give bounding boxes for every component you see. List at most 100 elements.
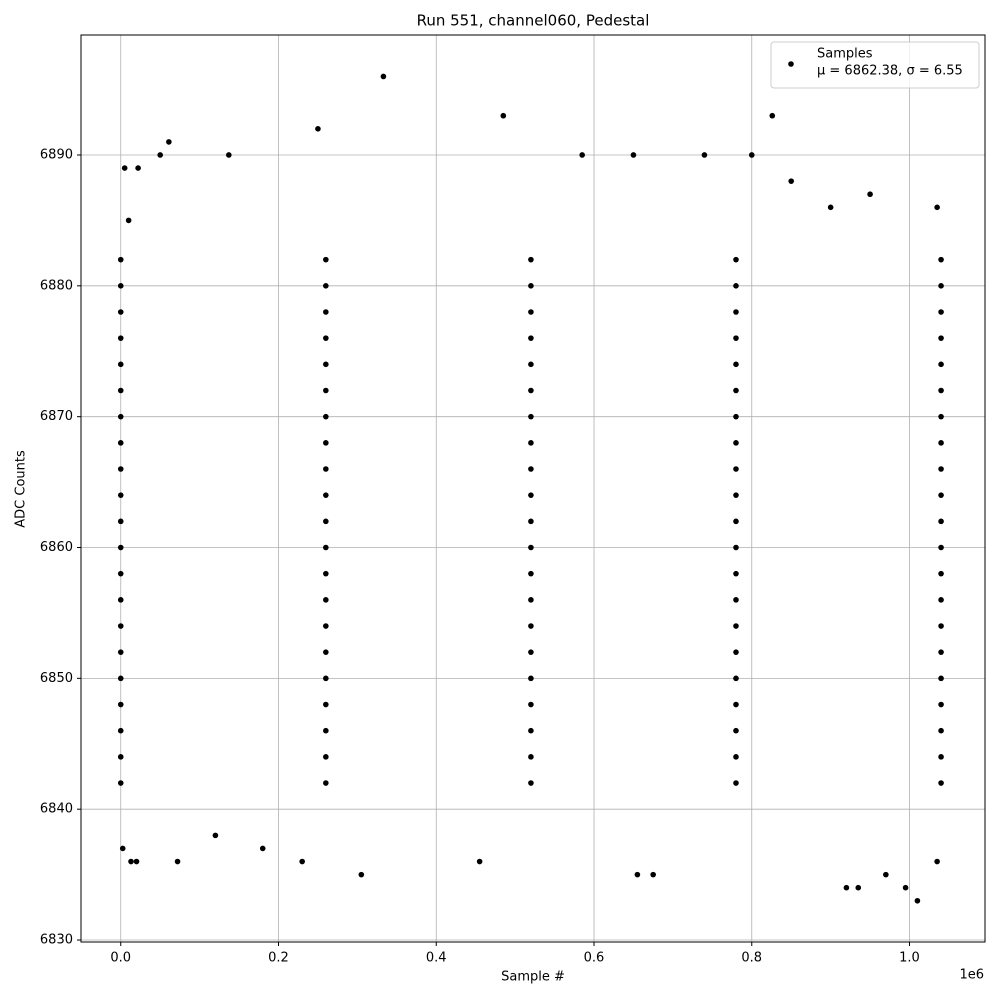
point: [938, 780, 944, 786]
point: [579, 152, 585, 158]
point: [528, 387, 534, 394]
point: [323, 623, 329, 629]
point: [476, 858, 483, 865]
point: [914, 897, 921, 904]
point: [323, 727, 329, 734]
y-tick-label: 6860: [40, 540, 73, 555]
point: [212, 832, 219, 839]
x-tick-label: 0.4: [426, 951, 447, 966]
point: [117, 466, 124, 472]
point: [323, 309, 329, 315]
point: [117, 780, 124, 786]
legend-marker: [788, 61, 794, 67]
point: [938, 570, 944, 577]
point: [769, 112, 776, 119]
point: [528, 597, 534, 603]
point: [938, 727, 944, 734]
point: [323, 675, 329, 682]
point: [938, 649, 944, 655]
point: [117, 649, 124, 655]
point: [528, 623, 534, 629]
point: [634, 871, 641, 878]
point: [934, 858, 940, 865]
point: [528, 256, 534, 263]
point: [733, 754, 739, 760]
point: [358, 871, 365, 878]
point: [528, 570, 534, 577]
point: [733, 492, 739, 498]
point: [855, 884, 862, 891]
point: [117, 701, 124, 708]
point: [938, 256, 944, 263]
point: [938, 387, 944, 394]
y-tick-label: 6840: [40, 802, 73, 817]
point: [938, 440, 944, 446]
x-offset-label: 1e6: [959, 968, 984, 983]
point: [701, 152, 708, 158]
point: [938, 623, 944, 629]
point: [121, 165, 128, 171]
point: [733, 309, 739, 315]
point: [733, 518, 739, 525]
point: [380, 73, 387, 80]
x-axis-label: Sample #: [501, 970, 565, 985]
point: [128, 858, 134, 865]
point: [528, 309, 534, 315]
point: [323, 466, 329, 472]
legend-label: Samples: [817, 47, 873, 62]
point: [938, 283, 944, 289]
point: [938, 597, 944, 603]
point: [323, 570, 329, 577]
y-tick-label: 6830: [40, 933, 73, 948]
point: [133, 858, 140, 865]
point: [528, 518, 534, 525]
point: [299, 858, 305, 865]
point: [174, 858, 181, 865]
point: [117, 623, 124, 629]
point: [117, 440, 124, 446]
point: [315, 126, 321, 132]
point: [500, 112, 507, 119]
legend: Samples μ = 6862.38, σ = 6.55: [770, 41, 980, 89]
point: [323, 780, 329, 786]
point: [650, 871, 656, 878]
point: [323, 440, 329, 446]
point: [788, 178, 795, 184]
point: [733, 570, 739, 577]
y-tick-label: 6880: [40, 278, 73, 293]
grid: [81, 35, 985, 942]
point: [323, 492, 329, 498]
point: [528, 754, 534, 760]
point: [117, 387, 124, 394]
point: [528, 544, 534, 551]
point: [938, 309, 944, 315]
point: [733, 675, 739, 682]
x-tick-label: 0.8: [741, 951, 762, 966]
point: [323, 335, 329, 341]
points: [117, 73, 944, 904]
point: [733, 649, 739, 655]
point: [259, 845, 266, 852]
x-tick-label: 1.0: [899, 951, 920, 966]
x-tick-label: 0.0: [110, 951, 131, 966]
legend-note: μ = 6862.38, σ = 6.55: [817, 64, 963, 79]
point: [733, 701, 739, 708]
point: [117, 335, 124, 341]
point: [733, 597, 739, 603]
point: [119, 845, 126, 852]
point: [733, 256, 739, 263]
point: [934, 204, 940, 211]
point: [733, 780, 739, 786]
point: [117, 492, 124, 498]
point: [125, 217, 132, 224]
point: [117, 413, 124, 420]
point: [748, 152, 755, 158]
point: [528, 335, 534, 341]
chart-title: Run 551, channel060, Pedestal: [417, 12, 650, 30]
point: [733, 283, 739, 289]
point: [117, 518, 124, 525]
point: [733, 727, 739, 734]
point: [733, 466, 739, 472]
point: [528, 701, 534, 708]
point: [323, 649, 329, 655]
